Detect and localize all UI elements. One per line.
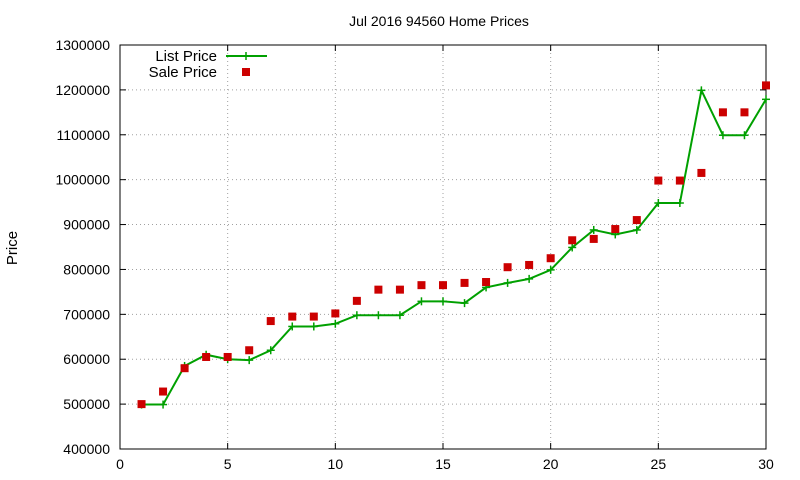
y-tick-label: 400000	[63, 441, 110, 457]
list-price-point	[417, 297, 426, 306]
list-price-point	[697, 86, 706, 95]
sale-price-point	[266, 317, 275, 326]
list-price-point	[762, 95, 770, 104]
sale-price-point	[740, 108, 749, 117]
x-tick-label: 10	[328, 456, 344, 472]
y-tick-label: 1200000	[55, 82, 110, 98]
list-price-point	[245, 356, 254, 365]
y-tick-label: 700000	[63, 306, 110, 322]
list-price-point	[632, 225, 641, 234]
x-tick-label: 30	[758, 456, 774, 472]
sale-price-point	[589, 234, 598, 243]
list-price-point	[266, 346, 275, 355]
legend-label-sale-price: Sale Price	[149, 64, 217, 81]
grid-lines	[120, 45, 766, 449]
list-price-point	[740, 131, 749, 140]
sale-price-point	[288, 312, 297, 321]
sale-price-point	[460, 278, 469, 287]
sale-price-point	[352, 296, 361, 305]
series-list-price	[137, 86, 770, 409]
sale-price-point	[762, 81, 770, 90]
sale-price-point	[718, 108, 727, 117]
y-tick-label: 1000000	[55, 172, 110, 188]
list-price-line	[141, 87, 767, 406]
y-tick-label: 800000	[63, 261, 110, 277]
y-tick-label: 1100000	[57, 127, 111, 143]
list-price-point	[654, 199, 663, 208]
sale-price-point	[439, 281, 447, 290]
legend-swatch-sale-price	[242, 68, 250, 76]
list-price-point	[525, 274, 534, 283]
y-axis-title: Price	[4, 231, 21, 265]
legend-marker-list-price	[242, 52, 250, 60]
sale-price-point	[374, 285, 383, 294]
x-tick-label: 20	[543, 456, 559, 472]
sale-price-point	[675, 176, 684, 185]
sale-price-point	[331, 309, 340, 318]
y-tick-label: 1300000	[55, 37, 110, 53]
sale-price-point	[395, 285, 404, 294]
axis-ticks	[119, 44, 767, 450]
sale-price-point	[568, 236, 577, 245]
sale-price-point	[202, 352, 211, 361]
sale-price-point	[632, 216, 641, 225]
sale-price-point	[223, 352, 232, 361]
y-tick-label: 600000	[63, 351, 110, 367]
sale-price-point	[654, 176, 663, 185]
sale-price-point	[137, 400, 146, 409]
list-price-point	[589, 225, 598, 234]
sale-price-point	[611, 225, 620, 234]
list-price-point	[568, 243, 577, 252]
sale-price-point	[417, 281, 426, 290]
x-tick-label: 15	[435, 456, 451, 472]
list-price-point	[718, 131, 727, 140]
list-price-point	[439, 297, 447, 306]
list-price-point	[309, 322, 318, 331]
list-price-point	[159, 400, 168, 409]
y-tick-label: 500000	[63, 396, 110, 412]
sale-price-point	[159, 387, 168, 396]
list-price-point	[546, 265, 555, 274]
list-price-point	[374, 311, 383, 320]
list-price-point	[331, 319, 340, 328]
sale-price-point	[180, 364, 189, 373]
list-price-point	[395, 311, 404, 320]
legend-label-list-price: List Price	[155, 48, 217, 65]
y-tick-label: 900000	[63, 217, 110, 233]
list-price-point	[503, 278, 512, 287]
x-tick-label: 25	[651, 456, 667, 472]
list-price-point	[460, 299, 469, 308]
sale-price-point	[503, 263, 512, 272]
x-tick-label: 5	[224, 456, 232, 472]
sale-price-point	[525, 260, 534, 269]
sale-price-point	[697, 168, 706, 177]
list-price-point	[288, 322, 297, 331]
sale-price-point	[546, 254, 555, 263]
chart-title: Jul 2016 94560 Home Prices	[349, 13, 529, 29]
list-price-point	[352, 311, 361, 320]
list-price-point	[675, 199, 684, 208]
sale-price-point	[309, 312, 318, 321]
x-tick-label: 0	[116, 456, 124, 472]
sale-price-point	[482, 278, 491, 287]
series-sale-price	[137, 81, 770, 409]
sale-price-point	[245, 346, 254, 355]
axis-tick-labels: 0 5 10 15 20 25 30 400000 500000 600000 700000 8000…	[55, 37, 774, 472]
series-layer	[137, 81, 770, 409]
